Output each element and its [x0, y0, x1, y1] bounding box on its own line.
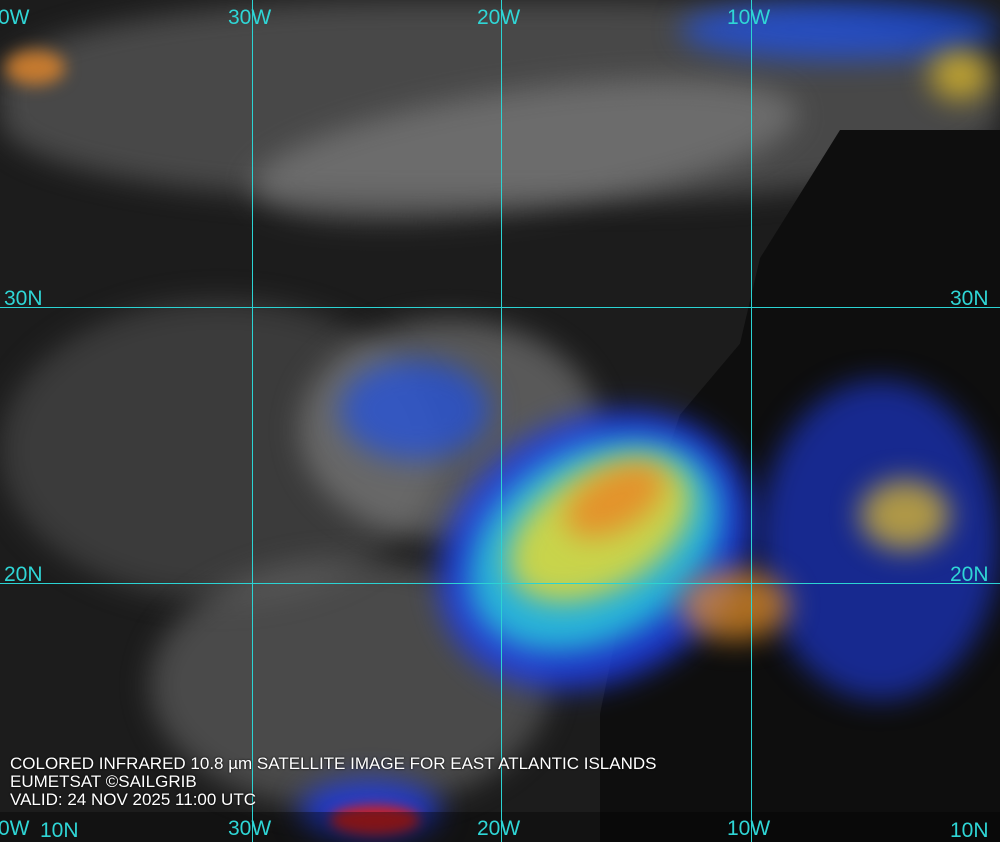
storm-west-small: [340, 360, 490, 460]
storm-north: [680, 0, 1000, 60]
caption-valid-time: VALID: 24 NOV 2025 11:00 UTC: [10, 790, 256, 809]
left-label: 30N: [4, 287, 43, 310]
bottom-label: 30W: [228, 817, 272, 840]
caption-title: COLORED INFRARED 10.8 µm SATELLITE IMAGE…: [10, 754, 657, 773]
top-label: 10W: [727, 6, 771, 29]
bottom-label: 20W: [477, 817, 521, 840]
left-label: 10N: [40, 819, 79, 842]
meridian-10w: [751, 0, 752, 842]
bottom-label: 0W: [0, 817, 30, 840]
caption-source: EUMETSAT ©SAILGRIB: [10, 772, 197, 791]
meridian-20w: [501, 0, 502, 842]
right-label: 30N: [950, 287, 989, 310]
bottom-label: 10W: [727, 817, 771, 840]
storm-northwest: [5, 50, 65, 85]
storm-south-core: [330, 805, 420, 835]
top-label: 0W: [0, 6, 30, 29]
storm-mali: [680, 570, 790, 640]
storm-east-core: [860, 480, 950, 550]
parallel-20n: [0, 583, 1000, 584]
caption-band: [0, 812, 1000, 842]
image-caption: COLORED INFRARED 10.8 µm SATELLITE IMAGE…: [10, 755, 657, 809]
parallel-30n: [0, 307, 1000, 308]
storm-north-core: [930, 50, 990, 100]
top-label: 20W: [477, 6, 521, 29]
right-label: 10N: [950, 819, 989, 842]
meridian-30w: [252, 0, 253, 842]
right-label: 20N: [950, 563, 989, 586]
left-label: 20N: [4, 563, 43, 586]
top-label: 30W: [228, 6, 272, 29]
